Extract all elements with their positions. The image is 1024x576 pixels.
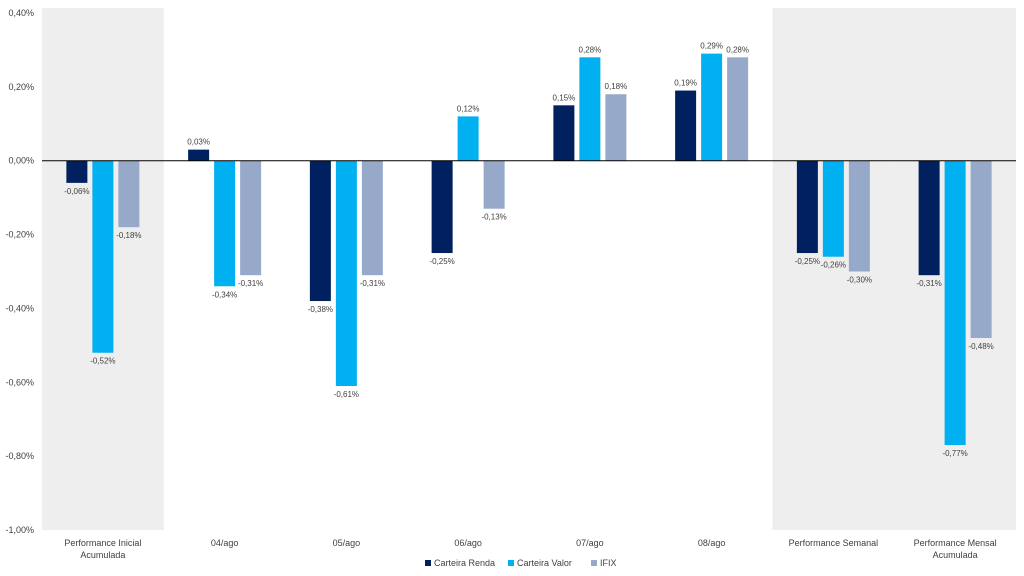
data-label: 0,03% [187,138,210,147]
bar-carteira-valor [335,160,357,386]
y-tick-label: -1,00% [5,525,34,535]
highlight-bands [42,8,1016,530]
y-tick-label: 0,00% [8,156,34,166]
legend-label: IFIX [600,558,617,568]
data-label: -0,25% [795,257,820,266]
y-tick-label: -0,20% [5,230,34,240]
data-label: -0,61% [334,390,359,399]
bar-ifix [848,160,870,272]
bar-ifix [118,160,140,228]
bar-carteira-renda [796,160,818,254]
data-label: 0,19% [674,79,697,88]
data-label: 0,28% [726,45,749,54]
x-tick-label: Performance Inicial [64,538,141,548]
bar-ifix [727,57,749,161]
y-axis: 0,40% 0,20% 0,00% -0,20% -0,40% -0,60% -0,80% -… [5,8,34,535]
legend-swatch [591,560,597,566]
bar-carteira-valor [822,160,844,257]
bar-carteira-renda [309,160,331,302]
data-label: -0,26% [821,261,846,270]
bar-ifix [240,160,262,276]
data-label: -0,38% [308,305,333,314]
bar-carteira-renda [66,160,88,183]
data-label: -0,25% [429,257,454,266]
bar-ifix [483,160,505,209]
data-label: -0,31% [238,279,263,288]
bar-carteira-valor [579,57,601,161]
bar-carteira-valor [214,160,236,287]
bar-carteira-renda [188,149,210,161]
bar-carteira-valor [457,116,479,161]
highlight-band [772,8,895,530]
data-label: 0,29% [700,42,723,51]
x-tick-label: Performance Semanal [789,538,879,548]
x-tick-label: 05/ago [333,538,361,548]
bar-ifix [361,160,383,276]
x-tick-label: Performance Mensal [914,538,997,548]
y-tick-label: -0,40% [5,303,34,313]
data-labels: -0,06%0,03%-0,38%-0,25%0,15%0,19%-0,25%-… [64,42,994,458]
data-label: -0,13% [481,213,506,222]
bar-carteira-renda [431,160,453,254]
y-tick-label: 0,20% [8,82,34,92]
x-tick-label: Acumulada [80,550,125,560]
x-tick-label: 07/ago [576,538,604,548]
data-label: -0,06% [64,187,89,196]
data-label: -0,77% [942,449,967,458]
x-tick-label: Acumulada [933,550,978,560]
bar-carteira-valor [92,160,114,353]
legend-label: Carteira Renda [434,558,495,568]
y-tick-label: -0,80% [5,451,34,461]
data-label: -0,52% [90,357,115,366]
legend: Carteira Renda Carteira Valor IFIX [425,558,617,568]
data-label: -0,31% [916,279,941,288]
data-label: 0,18% [605,82,628,91]
y-tick-label: 0,40% [8,8,34,18]
bars [66,53,992,446]
bar-carteira-renda [918,160,940,276]
bar-ifix [970,160,992,338]
y-tick-label: -0,60% [5,377,34,387]
data-label: -0,31% [360,279,385,288]
x-tick-label: 04/ago [211,538,239,548]
data-label: 0,15% [553,93,576,102]
x-tick-label: 08/ago [698,538,726,548]
data-label: -0,18% [116,231,141,240]
x-axis-labels: Performance Inicial Acumulada 04/ago 05/ago… [64,538,996,560]
data-label: -0,30% [847,276,872,285]
bar-carteira-valor [701,53,723,161]
data-label: -0,48% [968,342,993,351]
legend-label: Carteira Valor [517,558,572,568]
bar-carteira-renda [553,105,575,161]
x-tick-label: 06/ago [454,538,482,548]
data-label: 0,12% [457,104,480,113]
bar-carteira-valor [944,160,966,446]
legend-swatch [508,560,514,566]
legend-swatch [425,560,431,566]
bar-ifix [605,94,627,161]
data-label: -0,34% [212,290,237,299]
bar-carteira-renda [675,90,697,161]
data-label: 0,28% [579,45,602,54]
